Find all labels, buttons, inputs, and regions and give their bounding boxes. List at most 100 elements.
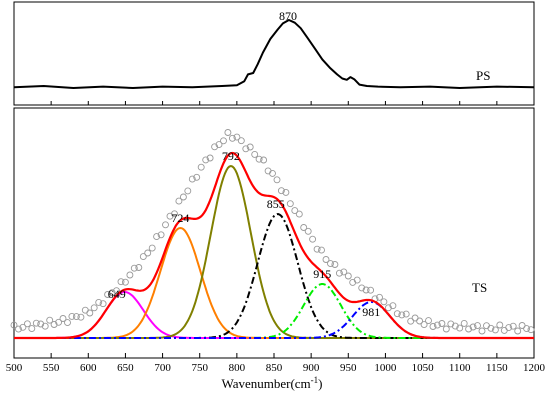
observed-point xyxy=(353,276,361,284)
observed-point xyxy=(491,326,499,334)
peak-label-649: 649 xyxy=(108,287,126,301)
peak-label-792: 792 xyxy=(222,149,240,163)
observed-point xyxy=(72,313,80,321)
observed-point xyxy=(46,316,54,324)
x-axis-label: Wavenumber(cm-1) xyxy=(221,375,322,391)
observed-point xyxy=(90,304,98,312)
observed-point xyxy=(496,321,504,329)
observed-point xyxy=(117,278,125,286)
observed-point xyxy=(64,319,71,327)
observed-point xyxy=(335,269,343,277)
observed-point xyxy=(193,173,201,181)
observed-point xyxy=(469,323,477,331)
observed-point xyxy=(144,249,152,257)
observed-point xyxy=(108,289,116,297)
observed-point xyxy=(202,156,210,164)
observed-point xyxy=(514,327,522,335)
observed-point xyxy=(23,320,31,328)
observed-point xyxy=(10,321,18,329)
observed-point xyxy=(318,246,325,254)
observed-point xyxy=(269,169,276,177)
observed-point xyxy=(86,309,94,317)
observed-point xyxy=(237,137,245,145)
observed-point xyxy=(121,278,129,286)
observed-point xyxy=(505,324,513,332)
observed-point xyxy=(474,322,481,330)
observed-point xyxy=(77,313,85,321)
observed-point xyxy=(148,244,156,252)
observed-point xyxy=(228,134,236,142)
observed-point xyxy=(340,268,348,276)
peak-label-915: 915 xyxy=(313,267,331,281)
observed-point xyxy=(344,272,352,280)
observed-point xyxy=(19,323,27,331)
x-tick-label: 1000 xyxy=(374,362,397,374)
x-tick-label: 1050 xyxy=(412,362,435,374)
observed-point xyxy=(184,187,192,195)
observed-point xyxy=(322,256,330,263)
peak-curve-792 xyxy=(14,164,534,339)
x-tick-label: 500 xyxy=(6,362,23,374)
peak-label-981: 981 xyxy=(362,305,380,319)
observed-point xyxy=(282,188,290,196)
observed-point xyxy=(291,207,299,215)
observed-point xyxy=(416,317,424,325)
x-axis-label-main: Wavenumber(cm xyxy=(221,376,310,391)
observed-point xyxy=(465,325,473,333)
observed-point xyxy=(41,322,49,330)
observed-point xyxy=(500,326,508,334)
top-panel-label-ps: PS xyxy=(476,68,490,83)
observed-point xyxy=(251,150,259,158)
x-axis-label-sup: -1 xyxy=(311,375,319,385)
observed-point xyxy=(380,298,388,306)
observed-point xyxy=(358,284,366,292)
observed-point xyxy=(260,156,268,164)
observed-point xyxy=(224,129,232,136)
observed-point xyxy=(139,253,147,261)
observed-point xyxy=(331,261,339,268)
x-tick-label: 650 xyxy=(117,362,134,374)
observed-point xyxy=(99,300,107,308)
observed-point xyxy=(389,302,397,310)
observed-point xyxy=(398,311,406,319)
x-tick-label: 1150 xyxy=(486,362,508,374)
observed-point xyxy=(37,320,45,328)
peak-label-855: 855 xyxy=(267,197,285,211)
observed-point xyxy=(295,210,303,218)
observed-point xyxy=(447,320,455,328)
observed-point xyxy=(273,176,281,184)
observed-point xyxy=(255,155,263,163)
observed-point xyxy=(59,315,67,322)
ps-spectrum-line xyxy=(13,19,535,89)
observed-point xyxy=(32,319,40,327)
observed-point xyxy=(157,231,165,239)
observed-point xyxy=(384,304,392,312)
x-axis-label-close: ) xyxy=(318,376,322,391)
observed-point xyxy=(242,145,250,153)
observed-point xyxy=(171,210,178,218)
observed-point xyxy=(206,154,214,162)
observed-point xyxy=(442,325,450,333)
observed-point xyxy=(211,143,219,151)
observed-point xyxy=(153,233,161,241)
observed-point xyxy=(407,317,415,325)
observed-point xyxy=(286,200,294,208)
observed-point xyxy=(197,163,205,171)
x-tick-label: 550 xyxy=(43,362,60,374)
observed-point xyxy=(126,271,134,279)
observed-point xyxy=(233,133,241,141)
observed-point xyxy=(113,287,120,295)
observed-point xyxy=(50,321,58,328)
observed-point xyxy=(429,323,437,330)
peak-curve-981 xyxy=(14,301,534,339)
top-panel-frame xyxy=(13,1,535,106)
observed-point xyxy=(81,306,89,314)
observed-point xyxy=(104,291,112,298)
observed-point xyxy=(367,286,375,294)
observed-point xyxy=(300,224,308,231)
observed-point xyxy=(527,326,535,334)
observed-point xyxy=(309,235,317,243)
observed-point xyxy=(460,319,468,327)
observed-point xyxy=(68,312,76,320)
